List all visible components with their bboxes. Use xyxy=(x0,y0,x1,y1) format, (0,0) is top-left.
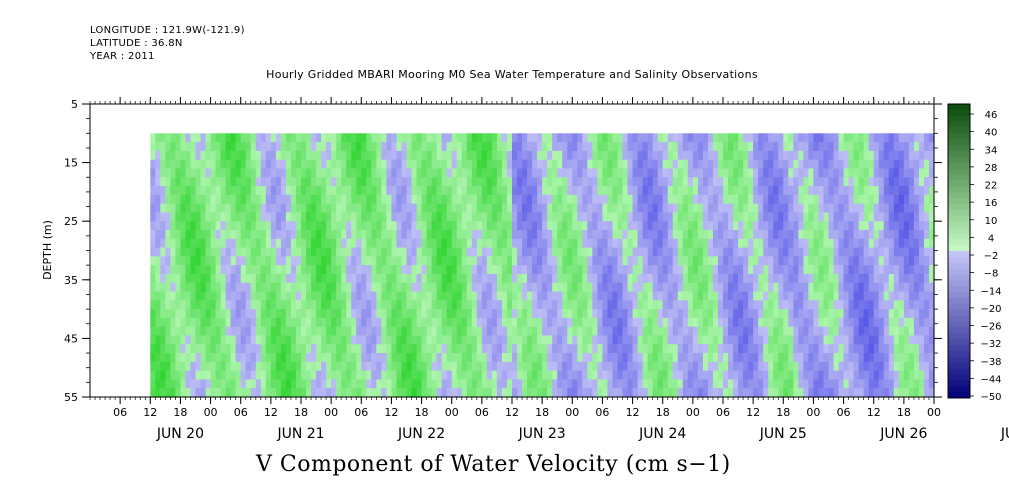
x-tick-label: 06 xyxy=(595,406,609,419)
chart-subtitle: V Component of Water Velocity (cm s−1) xyxy=(256,452,731,477)
x-tick-label: 00 xyxy=(204,406,218,419)
colorbar-label: 16 xyxy=(985,198,998,209)
x-tick-label: 18 xyxy=(535,406,549,419)
y-tick-label: 45 xyxy=(64,332,78,345)
x-tick-label: 06 xyxy=(354,406,368,419)
x-tick-label: 06 xyxy=(716,406,730,419)
latitude-label: LATITUDE : 36.8N xyxy=(90,38,183,49)
y-tick-label: 25 xyxy=(64,215,78,228)
x-tick-label: 12 xyxy=(626,406,640,419)
colorbar-label: −26 xyxy=(980,322,1001,333)
x-tick-label: 00 xyxy=(806,406,820,419)
x-tick-label: 00 xyxy=(324,406,338,419)
day-label: JUN 25 xyxy=(759,426,807,442)
heatmap-field xyxy=(150,133,935,398)
x-tick-label: 12 xyxy=(505,406,519,419)
colorbar xyxy=(948,104,970,399)
colorbar-label: 22 xyxy=(985,181,998,192)
colorbar-label: −32 xyxy=(980,339,1001,350)
x-tick-label: 18 xyxy=(776,406,790,419)
colorbar-label: −14 xyxy=(980,286,1001,297)
day-label: JUN 23 xyxy=(518,426,566,442)
colorbar-label: 10 xyxy=(985,216,998,227)
colorbar-frame xyxy=(947,103,971,399)
x-tick-label: 12 xyxy=(264,406,278,419)
x-tick-label: 06 xyxy=(234,406,248,419)
colorbar-label: 40 xyxy=(985,128,998,139)
x-tick-label: 18 xyxy=(897,406,911,419)
day-label: JUN 22 xyxy=(397,426,445,442)
colorbar-label: −2 xyxy=(984,251,999,262)
day-label: JUN 20 xyxy=(156,426,204,442)
x-tick-label: 00 xyxy=(565,406,579,419)
day-label: JUN 26 xyxy=(879,426,927,442)
x-tick-label: 00 xyxy=(445,406,459,419)
y-axis-label: DEPTH (m) xyxy=(41,220,54,280)
year-label: YEAR : 2011 xyxy=(90,51,155,62)
x-tick-label: 18 xyxy=(294,406,308,419)
colorbar-label: −50 xyxy=(980,392,1001,403)
x-tick-label: 18 xyxy=(656,406,670,419)
day-label: JUN 21 xyxy=(276,426,324,442)
day-label: JUN 24 xyxy=(638,426,686,442)
x-tick-label: 06 xyxy=(475,406,489,419)
x-tick-label: 06 xyxy=(837,406,851,419)
day-label: JUN 27 xyxy=(1000,426,1009,442)
colorbar-label: 4 xyxy=(988,233,994,244)
x-tick-label: 06 xyxy=(113,406,127,419)
y-tick-label: 5 xyxy=(71,98,78,111)
x-tick-label: 12 xyxy=(746,406,760,419)
chart-title: Hourly Gridded MBARI Mooring M0 Sea Wate… xyxy=(266,68,758,81)
longitude-label: LONGITUDE : 121.9W(-121.9) xyxy=(90,25,245,36)
colorbar-label: 34 xyxy=(985,145,998,156)
x-tick-label: 18 xyxy=(173,406,187,419)
x-tick-label: 12 xyxy=(143,406,157,419)
y-tick-label: 55 xyxy=(64,391,78,404)
y-tick-label: 15 xyxy=(64,157,78,170)
colorbar-label: −44 xyxy=(980,374,1001,385)
colorbar-label: −20 xyxy=(980,304,1001,315)
x-tick-label: 00 xyxy=(686,406,700,419)
x-tick-label: 00 xyxy=(927,406,941,419)
colorbar-label: 28 xyxy=(985,163,998,174)
x-tick-label: 18 xyxy=(415,406,429,419)
colorbar-label: 46 xyxy=(985,110,998,121)
x-tick-label: 12 xyxy=(384,406,398,419)
colorbar-label: −38 xyxy=(980,357,1001,368)
x-tick-label: 12 xyxy=(867,406,881,419)
y-tick-label: 35 xyxy=(64,274,78,287)
colorbar-label: −8 xyxy=(984,269,999,280)
